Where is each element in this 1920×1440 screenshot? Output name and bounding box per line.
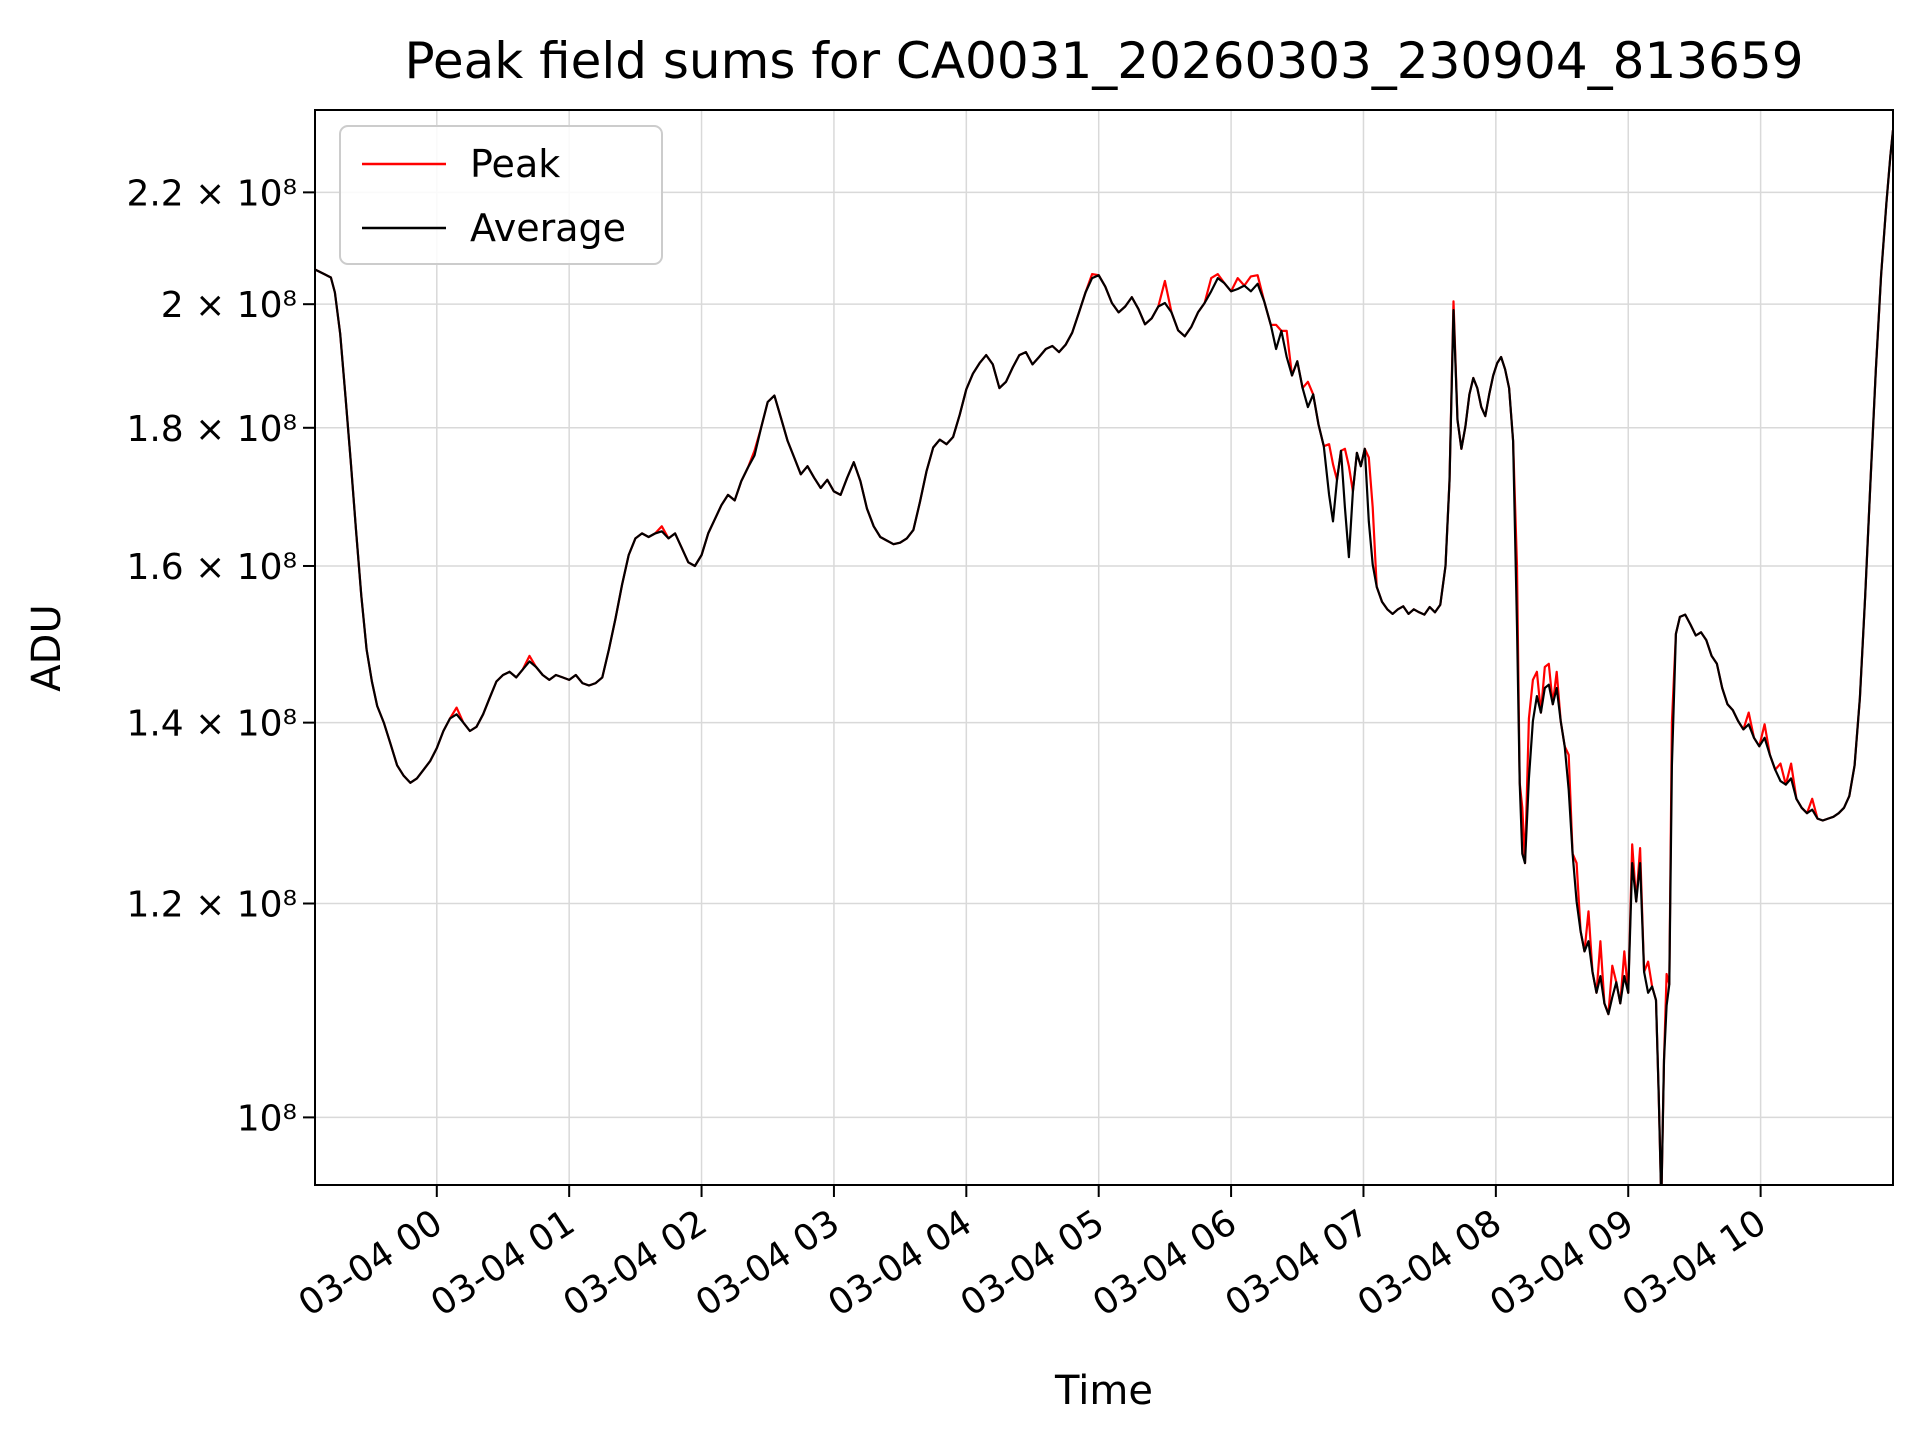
y-tick-label: 1.4 × 10⁸ xyxy=(126,704,297,745)
y-tick-label: 2 × 10⁸ xyxy=(161,285,297,326)
x-tick-label: 03-04 03 xyxy=(689,1202,847,1325)
y-tick-label: 10⁸ xyxy=(237,1098,297,1139)
average-series-line xyxy=(315,129,1893,1185)
plot-series xyxy=(315,129,1893,1185)
x-tick-label: 03-04 04 xyxy=(821,1202,979,1325)
x-tick-label: 03-04 05 xyxy=(954,1202,1112,1325)
y-tick-label: 1.6 × 10⁸ xyxy=(126,547,297,588)
y-tick-label: 1.8 × 10⁸ xyxy=(126,409,297,450)
legend-box xyxy=(339,125,663,265)
x-tick-label: 03-04 01 xyxy=(424,1202,582,1325)
x-tick-label: 03-04 02 xyxy=(556,1202,714,1325)
x-axis-label: Time xyxy=(1054,1368,1153,1414)
x-tick-label: 03-04 07 xyxy=(1218,1202,1376,1325)
legend-label-average: Average xyxy=(470,206,626,250)
y-tick-label: 2.2 × 10⁸ xyxy=(126,173,297,214)
x-tick-label: 03-04 09 xyxy=(1483,1202,1641,1325)
y-tick-label: 1.2 × 10⁸ xyxy=(126,884,297,925)
axes-frame xyxy=(314,109,1894,1186)
x-tick-label: 03-04 00 xyxy=(292,1202,450,1325)
tick-marks xyxy=(303,191,1762,1197)
x-tick-label: 03-04 08 xyxy=(1351,1202,1509,1325)
legend: Peak Average xyxy=(339,125,663,265)
x-tick-label: 03-04 06 xyxy=(1086,1202,1244,1325)
y-axis-label: ADU xyxy=(24,604,70,691)
legend-label-peak: Peak xyxy=(470,142,560,186)
x-tick-label: 03-04 10 xyxy=(1615,1202,1773,1325)
chart-title: Peak field sums for CA0031_20260303_2309… xyxy=(404,32,1803,90)
